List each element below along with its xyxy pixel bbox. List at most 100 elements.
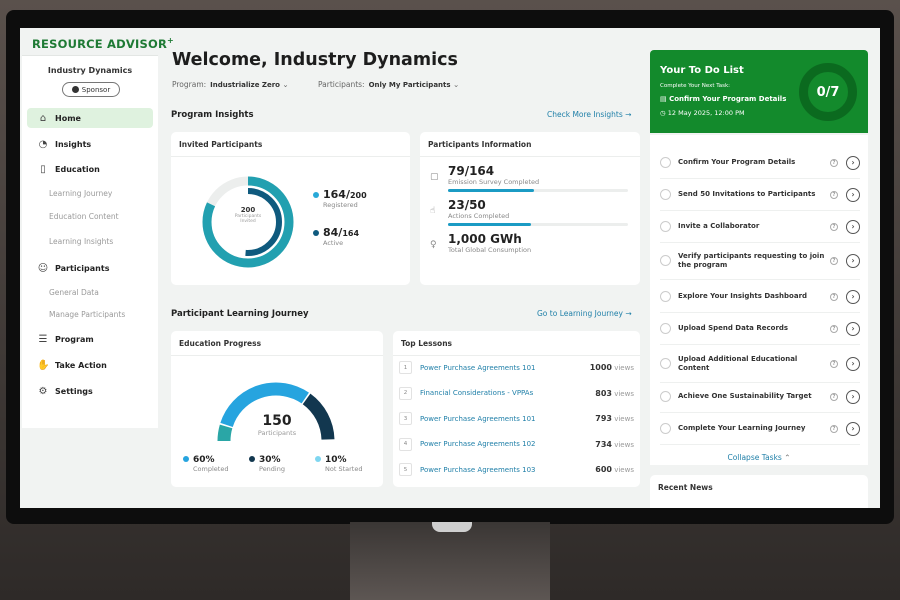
list-icon: ☰ [38,333,48,345]
chevron-right-circle-icon[interactable]: › [846,187,860,202]
sidebar-subitem-learning-insights[interactable]: Learning Insights [49,237,114,246]
participants-filter[interactable]: Participants: Only My Participants ⌄ [318,80,459,89]
help-icon[interactable]: ? [830,256,838,265]
todo-task[interactable]: Upload Spend Data Records? › [660,313,860,345]
lesson-views: 803 views [595,389,634,398]
card-title: Education Progress [171,331,383,356]
go-to-learning-journey-link[interactable]: Go to Learning Journey → [537,309,632,318]
help-icon[interactable]: ? [830,392,838,401]
collapse-tasks-button[interactable]: Collapse Tasks ⌃ [650,453,868,462]
brand-name: RESOURCE ADVISOR [32,36,168,51]
check-more-insights-link[interactable]: Check More Insights → [547,110,631,119]
lesson-row[interactable]: 2 Financial Considerations - VPPAs 803 vie… [399,386,634,400]
chevron-right-circle-icon[interactable]: › [846,289,860,304]
brand-logo[interactable]: RESOURCE ADVISOR+ [32,36,174,51]
education-gauge-chart [217,382,335,442]
book-icon: ▯ [40,163,46,175]
task-checkbox[interactable] [660,189,671,200]
sidebar-item-program[interactable]: ☰ Program [27,329,153,349]
info-row: ☝ 23/50 Actions Completed [430,198,630,230]
todo-progress-value: 0/7 [816,84,840,100]
invited-donut-chart [202,176,294,268]
gauge-segment-pending [302,393,335,440]
sidebar-subitem-manage-participants[interactable]: Manage Participants [49,310,126,319]
todo-task[interactable]: Invite a Collaborator? › [660,211,860,243]
role-badge[interactable]: Sponsor [62,82,120,97]
task-checkbox[interactable] [660,157,671,168]
todo-next-task[interactable]: ▤ Confirm Your Program Details [660,95,786,103]
sidebar-item-education[interactable]: ▯ Education [27,159,153,179]
lesson-title-link[interactable]: Power Purchase Agreements 101 [420,363,536,372]
chevron-right-circle-icon[interactable]: › [846,253,860,268]
lesson-rank: 4 [399,437,412,451]
info-value: 23/50 [448,198,486,212]
todo-task[interactable]: Complete Your Learning Journey? › [660,413,860,445]
task-checkbox[interactable] [660,221,671,232]
task-checkbox[interactable] [660,291,671,302]
org-name: Industry Dynamics [47,66,133,75]
todo-task[interactable]: Send 50 Invitations to Participants? › [660,179,860,211]
lesson-views-count: 803 [595,388,612,398]
help-icon[interactable]: ? [830,222,838,231]
chevron-right-circle-icon[interactable]: › [846,321,860,336]
lesson-title-link[interactable]: Power Purchase Agreements 103 [420,465,536,474]
task-checkbox[interactable] [660,391,671,402]
sidebar-item-label: Take Action [55,360,107,370]
lesson-row[interactable]: 5 Power Purchase Agreements 103 600 views [399,463,634,476]
sidebar-item-insights[interactable]: ◔ Insights [27,134,153,154]
lesson-views: 600 views [595,465,634,474]
bulb-icon: ♀ [430,240,437,250]
donut-center-value: 200 [240,206,256,214]
chevron-right-circle-icon[interactable]: › [846,356,860,371]
lesson-views-unit: views [614,440,634,449]
help-icon[interactable]: ? [830,424,838,433]
legend-label: Pending [259,465,285,473]
link-label: Go to Learning Journey [537,309,623,318]
program-filter[interactable]: Program: Industrialize Zero ⌄ [172,80,289,89]
sidebar-subitem-general-data[interactable]: General Data [49,288,99,297]
task-checkbox[interactable] [660,255,671,266]
legend-dot [249,456,255,462]
action-icon: ✋ [37,359,50,371]
sidebar-item-take-action[interactable]: ✋ Take Action [27,355,153,375]
todo-task[interactable]: Verify participants requesting to join t… [660,242,860,280]
task-label: Send 50 Invitations to Participants [678,190,816,199]
lesson-row[interactable]: 3 Power Purchase Agreements 101 793 views [399,412,634,425]
chevron-right-circle-icon[interactable]: › [846,219,860,234]
todo-task[interactable]: Achieve One Sustainability Target? › [660,381,860,413]
chevron-right-circle-icon[interactable]: › [846,421,860,436]
todo-task[interactable]: Upload Additional Educational Content? › [660,345,860,383]
lesson-title-link[interactable]: Power Purchase Agreements 102 [420,440,536,448]
help-icon[interactable]: ? [830,359,838,368]
gauge-segment-not-started [217,424,233,442]
progress-fill [448,223,531,226]
sidebar-subitem-education-content[interactable]: Education Content [49,212,119,221]
sidebar-item-settings[interactable]: ⚙ Settings [27,381,153,401]
lesson-row[interactable]: 1 Power Purchase Agreements 101 1000 views [399,361,634,374]
todo-task[interactable]: Confirm Your Program Details? › [660,147,860,179]
sidebar-item-participants[interactable]: ☺ Participants [27,258,153,278]
sidebar-item-label: Education [55,164,100,174]
task-checkbox[interactable] [660,423,671,434]
sidebar-subitem-learning-journey[interactable]: Learning Journey [49,189,113,198]
chevron-right-circle-icon[interactable]: › [846,389,860,404]
chevron-right-circle-icon[interactable]: › [846,155,860,170]
lesson-title-link[interactable]: Financial Considerations - VPPAs [420,389,534,397]
lesson-row[interactable]: 4 Power Purchase Agreements 102 734 views [399,437,634,451]
help-icon[interactable]: ? [830,190,838,199]
lesson-views-unit: views [614,415,634,423]
lesson-rank: 3 [399,412,412,425]
todo-next-due: ◷ 12 May 2025, 12:00 PM [660,109,745,117]
page-title: Welcome, Industry Dynamics [172,50,458,70]
active-total: 164 [342,229,360,238]
task-checkbox[interactable] [660,358,671,369]
help-icon[interactable]: ? [830,158,838,167]
todo-task[interactable]: Explore Your Insights Dashboard? › [660,281,860,313]
help-icon[interactable]: ? [830,324,838,333]
card-title: Top Lessons [393,331,640,356]
todo-next-label: Complete Your Next Task: [660,83,731,89]
help-icon[interactable]: ? [830,292,838,301]
task-checkbox[interactable] [660,323,671,334]
sidebar-item-home[interactable]: ⌂ Home [27,108,153,128]
lesson-title-link[interactable]: Power Purchase Agreements 101 [420,414,536,423]
